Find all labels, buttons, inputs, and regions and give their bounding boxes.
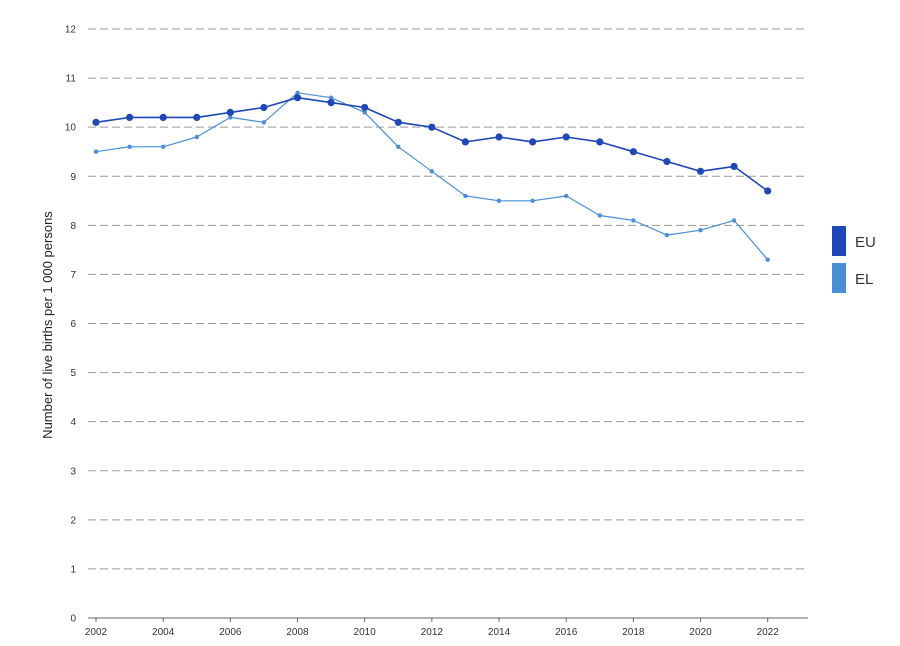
y-axis-title: Number of live births per 1 000 persons — [40, 211, 55, 439]
series-line-eu — [95, 96, 769, 192]
x-tick-label: 2016 — [555, 627, 578, 638]
data-point-el — [698, 228, 703, 233]
series-el — [93, 90, 770, 262]
data-point-el — [564, 193, 569, 199]
data-point-el — [261, 120, 267, 125]
data-point-eu — [495, 133, 503, 141]
x-tick-label: 2012 — [421, 627, 444, 638]
data-point-eu — [730, 162, 738, 170]
data-point-el — [328, 95, 334, 100]
y-tick-label: 1 — [70, 564, 76, 575]
y-tick-label: 4 — [70, 417, 76, 428]
y-tick-label: 11 — [66, 74, 77, 85]
data-point-el — [295, 90, 300, 96]
data-point-el — [631, 218, 636, 223]
data-point-eu — [394, 118, 402, 126]
y-tick-label: 5 — [70, 368, 76, 379]
x-tick-label: 2006 — [219, 627, 242, 638]
x-tick-label: 2010 — [354, 627, 377, 638]
data-point-el — [731, 218, 737, 223]
data-point-eu — [461, 138, 469, 146]
gridlines — [88, 28, 808, 570]
data-point-eu — [428, 123, 436, 131]
data-point-eu — [562, 133, 570, 141]
data-point-el — [362, 110, 367, 115]
data-point-eu — [260, 103, 268, 112]
y-tick-label: 7 — [70, 270, 76, 281]
y-tick-label: 8 — [70, 221, 76, 232]
y-tick-label: 0 — [70, 614, 76, 625]
data-point-eu — [293, 94, 302, 102]
data-point-eu — [764, 187, 772, 195]
data-point-el — [194, 134, 199, 140]
data-point-el — [161, 144, 166, 149]
y-tick-label: 9 — [70, 172, 76, 183]
series-eu — [92, 94, 772, 195]
x-tick-label: 2008 — [286, 627, 309, 638]
data-point-eu — [327, 99, 335, 107]
data-point-eu — [159, 113, 167, 121]
data-point-eu — [226, 108, 234, 116]
x-tick-label: 2018 — [622, 627, 645, 638]
legend-label-eu: EU — [855, 234, 876, 251]
data-point-eu — [92, 118, 100, 126]
y-tick-label: 10 — [65, 123, 77, 134]
data-point-el — [127, 144, 132, 149]
data-point-eu — [596, 138, 604, 146]
x-tick-label: 2004 — [152, 627, 175, 638]
data-point-el — [463, 193, 468, 199]
data-point-eu — [529, 138, 537, 146]
legend-label-el: EL — [855, 271, 873, 288]
data-point-el — [396, 144, 401, 149]
data-point-eu — [193, 113, 201, 121]
data-point-el — [530, 198, 535, 203]
data-point-eu — [696, 167, 705, 175]
x-tick-label: 2022 — [757, 627, 780, 638]
x-tick-labels: 2002 2004 2006 2008 2010 2012 2014 2016 2018 2020… — [85, 618, 779, 638]
data-point-eu — [126, 113, 134, 121]
data-point-el — [228, 115, 233, 120]
data-point-eu — [629, 148, 638, 156]
y-tick-label: 3 — [70, 466, 76, 477]
data-point-el — [496, 198, 502, 203]
x-tick-label: 2014 — [488, 627, 511, 638]
legend-swatch-el — [832, 263, 846, 293]
data-point-eu — [361, 103, 369, 112]
data-point-el — [93, 149, 99, 154]
y-tick-label: 12 — [65, 25, 77, 36]
x-tick-label: 2002 — [85, 627, 108, 638]
data-point-el — [765, 257, 770, 262]
data-point-el — [429, 169, 434, 174]
data-point-eu — [663, 157, 671, 166]
legend: EU EL — [832, 226, 876, 293]
y-tick-label: 6 — [70, 319, 76, 330]
legend-swatch-eu — [832, 226, 846, 256]
y-tick-label: 2 — [70, 515, 76, 526]
x-tick-label: 2020 — [689, 627, 712, 638]
data-point-el — [664, 232, 670, 238]
data-point-el — [597, 213, 602, 218]
series-lines — [92, 90, 772, 262]
